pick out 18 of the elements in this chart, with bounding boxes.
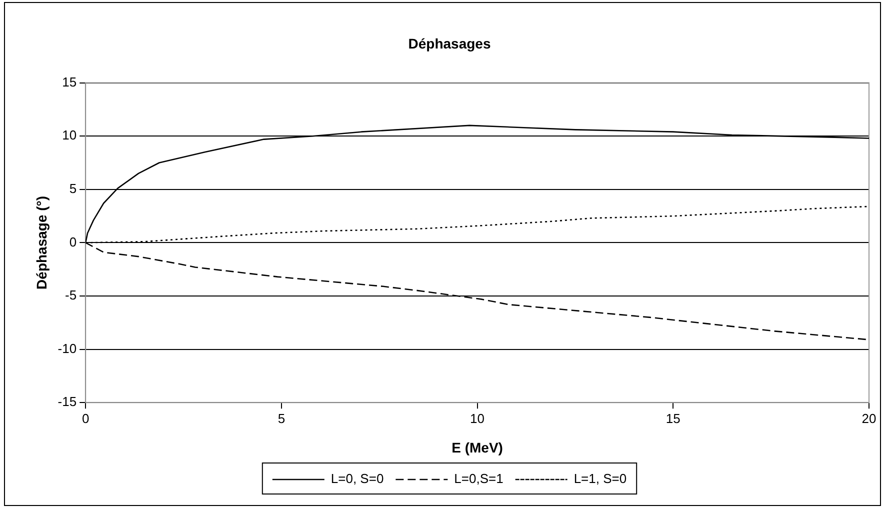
x-tick-label: 0 (82, 410, 90, 426)
y-tick-label: -5 (65, 288, 77, 303)
y-tick-label: -10 (58, 340, 77, 356)
y-tick-label: 0 (69, 234, 77, 250)
chart-title: Déphasages (408, 35, 491, 52)
y-tick-label: 10 (62, 128, 77, 143)
x-tick-label: 10 (470, 410, 485, 426)
y-tick-label: -15 (58, 394, 77, 410)
y-tick-label: 15 (62, 74, 77, 90)
y-axis-title: Déphasage (°) (33, 196, 50, 290)
x-tick-label: 5 (278, 410, 286, 426)
legend-label: L=1, S=0 (574, 471, 627, 486)
x-tick-label: 20 (862, 410, 876, 426)
legend-label: L=0,S=1 (454, 471, 504, 486)
y-tick-label: 5 (69, 180, 77, 196)
x-tick-label: 15 (666, 410, 680, 426)
x-axis-title: E (MeV) (452, 439, 503, 456)
legend-label: L=0, S=0 (330, 471, 384, 486)
